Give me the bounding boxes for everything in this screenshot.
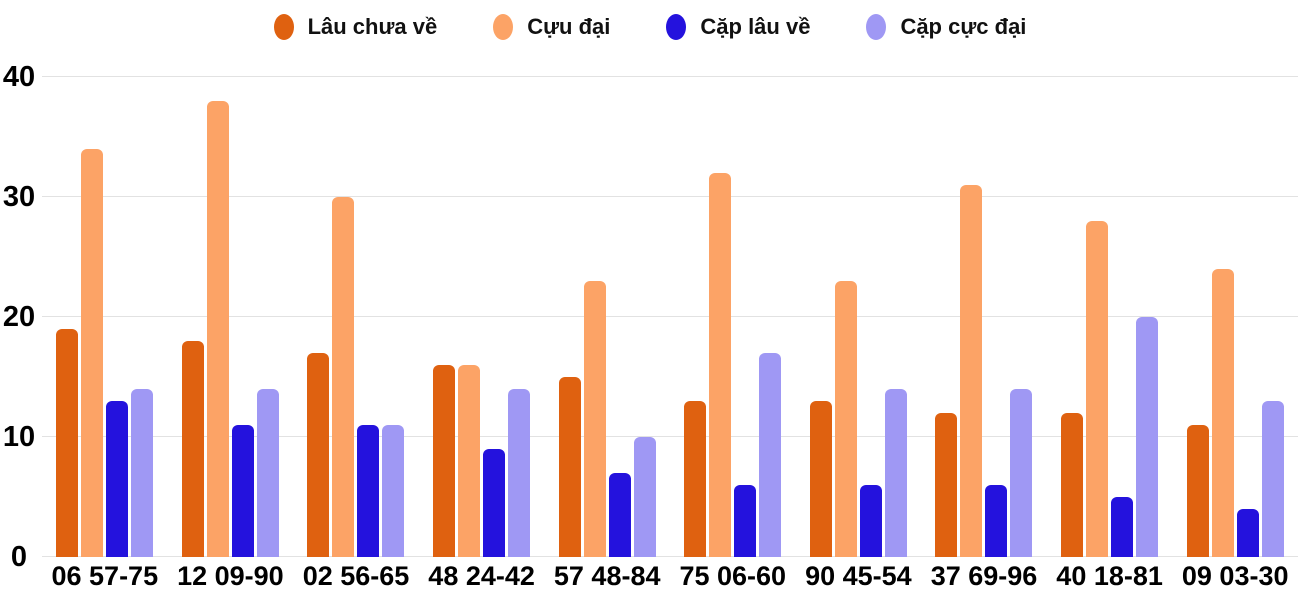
y-tick-label: 20 xyxy=(2,301,36,333)
x-tick-label: 48 24-42 xyxy=(428,561,535,591)
bar xyxy=(884,389,907,557)
legend-label: Lâu chưa về xyxy=(307,14,438,39)
chart-legend: Lâu chưa về Cựu đại Cặp lâu về Cặp cực đại xyxy=(0,8,1300,46)
legend-item: Cặp cực đại xyxy=(866,14,1026,40)
gridline xyxy=(42,196,1298,197)
bar xyxy=(1136,317,1159,557)
bar xyxy=(56,329,79,557)
x-tick-label: 90 45-54 xyxy=(805,561,912,591)
bar xyxy=(433,365,456,557)
bar xyxy=(684,401,707,557)
bar xyxy=(1261,401,1284,557)
bar xyxy=(960,185,983,557)
bar xyxy=(1236,509,1259,557)
bar xyxy=(357,425,380,557)
bar xyxy=(759,353,782,557)
y-axis: 0 10 20 30 40 xyxy=(0,61,38,573)
bar xyxy=(834,281,857,557)
bar xyxy=(1186,425,1209,557)
bar xyxy=(231,425,254,557)
bar xyxy=(181,341,204,557)
y-tick-label: 40 xyxy=(2,61,36,93)
bar xyxy=(709,173,732,557)
bar xyxy=(985,485,1008,557)
y-tick-label: 0 xyxy=(10,541,28,573)
bar-group xyxy=(670,77,796,557)
x-tick-label: 06 57-75 xyxy=(51,561,159,591)
legend-label: Cặp lâu về xyxy=(700,14,811,39)
bar xyxy=(382,425,405,557)
x-tick-label: 37 69-96 xyxy=(930,561,1038,591)
bar xyxy=(1086,221,1109,557)
y-tick-label: 10 xyxy=(2,421,36,453)
bar-group xyxy=(419,77,545,557)
bar xyxy=(1211,269,1234,557)
x-tick-label: 40 18-81 xyxy=(1056,561,1163,591)
legend-circle-icon xyxy=(866,14,887,40)
bar-group xyxy=(42,77,168,557)
gridline xyxy=(42,316,1298,317)
bar xyxy=(1061,413,1084,557)
bar xyxy=(508,389,531,557)
gridline xyxy=(42,556,1298,557)
bar xyxy=(206,101,229,557)
bar xyxy=(633,437,656,557)
bar xyxy=(608,473,631,557)
bar xyxy=(256,389,279,557)
legend-item: Lâu chưa về xyxy=(273,14,438,40)
bar-group xyxy=(293,77,419,557)
bar xyxy=(809,401,832,557)
gridline xyxy=(42,76,1298,77)
bar xyxy=(734,485,757,557)
y-tick-label: 30 xyxy=(2,181,36,213)
legend-item: Cặp lâu về xyxy=(666,14,810,40)
gridline xyxy=(42,436,1298,437)
bar-group xyxy=(796,77,922,557)
x-tick-label: 75 06-60 xyxy=(679,561,787,591)
bar-group xyxy=(1172,77,1298,557)
bar-group xyxy=(544,77,670,557)
x-tick-label: 12 09-90 xyxy=(177,561,284,591)
bar xyxy=(458,365,481,557)
bar-group xyxy=(168,77,294,557)
bar xyxy=(935,413,958,557)
bar xyxy=(1111,497,1134,557)
legend-circle-icon xyxy=(493,14,514,40)
legend-item: Cựu đại xyxy=(493,14,610,40)
bar xyxy=(332,197,355,557)
bar xyxy=(583,281,606,557)
bar xyxy=(859,485,882,557)
bar xyxy=(106,401,129,557)
x-tick-label: 57 48-84 xyxy=(553,561,661,591)
legend-label: Cặp cực đại xyxy=(900,14,1027,39)
plot-area xyxy=(42,76,1298,557)
legend-circle-icon xyxy=(666,14,687,40)
bar xyxy=(483,449,506,557)
bar xyxy=(1010,389,1033,557)
bar xyxy=(307,353,330,557)
x-tick-label: 02 56-65 xyxy=(302,561,410,591)
bar-groups xyxy=(42,77,1298,557)
bar xyxy=(558,377,581,557)
bar xyxy=(81,149,104,557)
bar-group xyxy=(1047,77,1173,557)
x-tick-label: 09 03-30 xyxy=(1181,561,1289,591)
legend-label: Cựu đại xyxy=(527,14,611,39)
bar xyxy=(131,389,154,557)
legend-circle-icon xyxy=(273,14,294,40)
x-axis: 06 57-75 12 09-90 02 56-65 48 24-42 57 48-84… xyxy=(42,561,1298,592)
bar-group xyxy=(921,77,1047,557)
